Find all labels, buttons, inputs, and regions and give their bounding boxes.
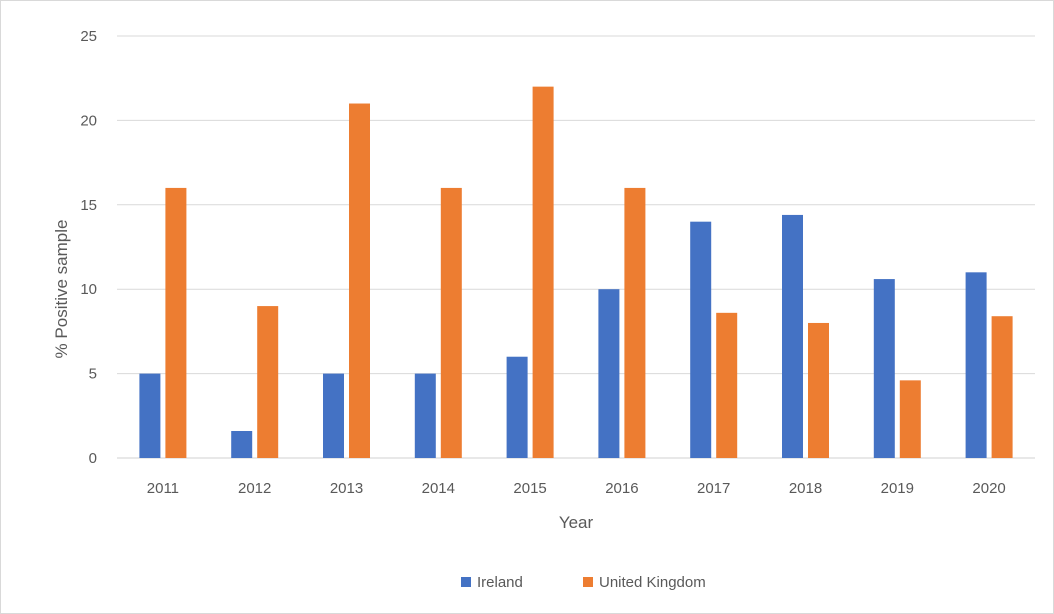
- bar-united-kingdom-2014: [440, 187, 462, 459]
- bar-united-kingdom-2012: [257, 306, 279, 458]
- legend-label-ireland: Ireland: [477, 574, 523, 591]
- bar-united-kingdom-2016: [624, 187, 646, 459]
- x-axis-ticks: 2011 2012 2013 2014 2015 2016 2017 2018 2019 2020: [147, 480, 1006, 497]
- gridlines: [117, 35, 1035, 459]
- y-tick-label-25: 25: [80, 28, 97, 45]
- bar-united-kingdom-2013: [349, 103, 370, 459]
- x-tick-label-2013: 2013: [330, 480, 363, 497]
- bar-ireland-2018: [782, 214, 803, 458]
- x-tick-label-2016: 2016: [605, 480, 638, 497]
- bar-ireland-2017: [690, 221, 712, 458]
- bars: [139, 86, 1013, 459]
- bar-united-kingdom-2017: [716, 312, 738, 458]
- bar-ireland-2013: [323, 373, 344, 458]
- x-tick-label-2020: 2020: [972, 480, 1005, 497]
- legend-swatch-united-kingdom: [583, 577, 593, 587]
- y-tick-label-15: 15: [80, 197, 97, 214]
- bar-ireland-2019: [873, 279, 895, 458]
- bar-ireland-2014: [414, 373, 436, 458]
- bar-united-kingdom-2015: [532, 86, 554, 458]
- x-tick-label-2012: 2012: [238, 480, 271, 497]
- x-axis-title: Year: [559, 513, 594, 532]
- x-tick-label-2017: 2017: [697, 480, 730, 497]
- x-tick-label-2019: 2019: [881, 480, 914, 497]
- bar-ireland-2011: [139, 373, 161, 458]
- bar-ireland-2012: [231, 430, 253, 458]
- legend-label-united-kingdom: United Kingdom: [599, 574, 706, 591]
- x-tick-label-2018: 2018: [789, 480, 822, 497]
- x-tick-label-2015: 2015: [513, 480, 546, 497]
- bar-ireland-2020: [965, 272, 987, 458]
- bar-united-kingdom-2018: [808, 322, 829, 458]
- y-tick-label-10: 10: [80, 281, 97, 298]
- bar-united-kingdom-2019: [899, 380, 921, 458]
- bar-united-kingdom-2011: [165, 187, 187, 459]
- y-tick-label-5: 5: [89, 366, 97, 383]
- y-axis-title: % Positive sample: [52, 220, 71, 359]
- legend: Ireland United Kingdom: [461, 574, 706, 591]
- bar-ireland-2016: [598, 289, 620, 458]
- x-tick-label-2014: 2014: [422, 480, 455, 497]
- y-axis-ticks: 0 5 10 15 20 25: [80, 28, 97, 467]
- x-tick-label-2011: 2011: [147, 480, 179, 497]
- legend-swatch-ireland: [461, 577, 471, 587]
- bar-ireland-2015: [506, 356, 528, 458]
- y-tick-label-20: 20: [80, 112, 97, 129]
- y-tick-label-0: 0: [89, 450, 97, 467]
- bar-united-kingdom-2020: [991, 316, 1013, 458]
